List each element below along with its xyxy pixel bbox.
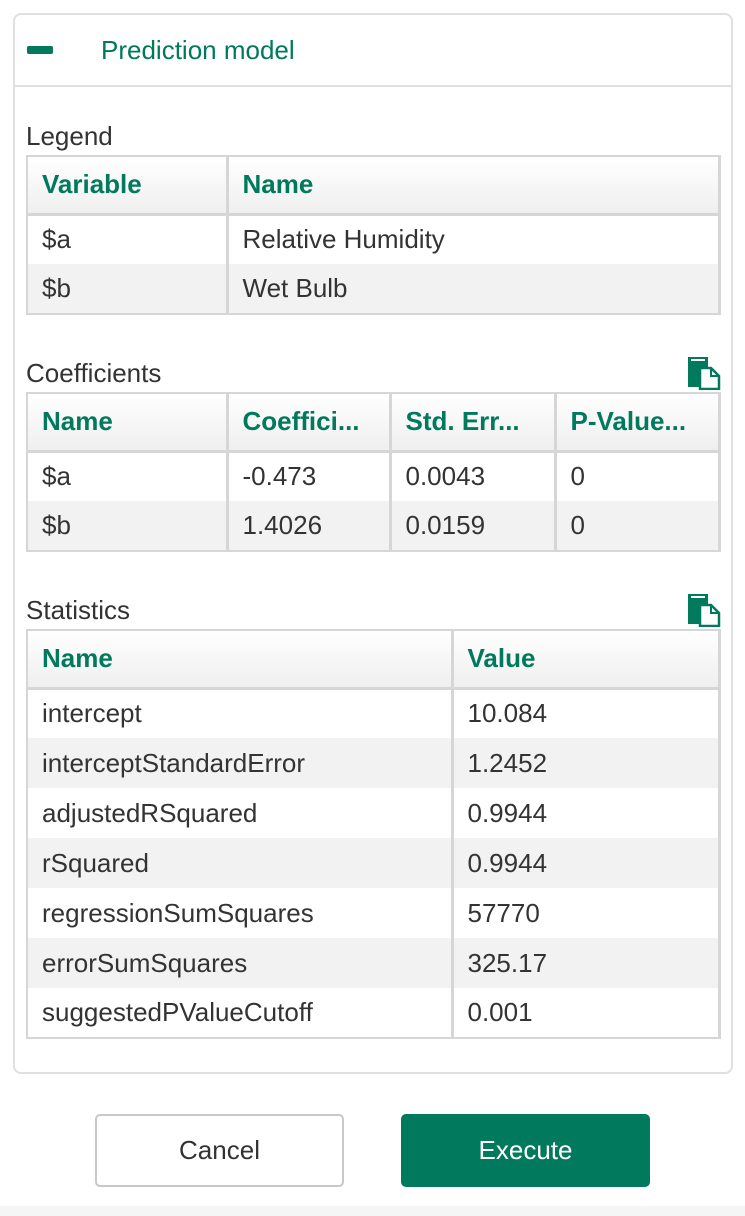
copy-icon[interactable] [687, 356, 721, 391]
prediction-model-panel: Prediction model Legend Variable Name $a R… [13, 13, 733, 1074]
table-cell: 1.2452 [452, 738, 721, 788]
coefficients-label: Coefficients [26, 357, 162, 388]
table-cell: 1.4026 [227, 501, 392, 551]
coefficients-table: Name Coeffici... Std. Err... P-Value... $a -… [26, 392, 721, 552]
legend-table: Variable Name $a Relative Humidity $b Wet Bu… [26, 155, 721, 315]
copy-icon[interactable] [687, 593, 721, 628]
column-header[interactable]: Name [27, 630, 454, 690]
cancel-button[interactable]: Cancel [95, 1114, 344, 1187]
table-cell: -0.473 [227, 451, 392, 501]
table-row[interactable]: regressionSumSquares 57770 [27, 888, 721, 938]
panel-header[interactable]: Prediction model [15, 15, 731, 87]
table-cell: 10.084 [452, 688, 721, 738]
table-row[interactable]: suggestedPValueCutoff 0.001 [27, 988, 721, 1038]
table-cell: $b [27, 501, 229, 551]
column-header[interactable]: P-Value... [555, 393, 721, 453]
table-cell: 0 [555, 451, 721, 501]
table-cell: errorSumSquares [27, 938, 454, 988]
table-cell: Relative Humidity [227, 214, 721, 264]
table-cell: 0 [555, 501, 721, 551]
table-row[interactable]: adjustedRSquared 0.9944 [27, 788, 721, 838]
table-cell: suggestedPValueCutoff [27, 988, 454, 1038]
coefficients-section: Coefficients Name Coeffici... Std. Err... P… [26, 354, 721, 552]
statistics-section: Statistics Name Value intercept 10.084 inte… [26, 591, 721, 1039]
table-cell: adjustedRSquared [27, 788, 454, 838]
table-cell: 0.9944 [452, 788, 721, 838]
column-header[interactable]: Coeffici... [227, 393, 392, 453]
table-cell: 0.9944 [452, 838, 721, 888]
table-row[interactable]: $b Wet Bulb [27, 264, 721, 314]
table-row[interactable]: $a -0.473 0.0043 0 [27, 451, 721, 501]
legend-section: Legend Variable Name $a Relative Humidity $… [26, 117, 721, 315]
table-cell: $b [27, 264, 229, 314]
table-cell: rSquared [27, 838, 454, 888]
table-cell: 0.0043 [390, 451, 557, 501]
table-row[interactable]: interceptStandardError 1.2452 [27, 738, 721, 788]
table-cell: $a [27, 451, 229, 501]
panel-title: Prediction model [101, 34, 295, 65]
legend-label: Legend [26, 120, 113, 151]
table-row[interactable]: $a Relative Humidity [27, 214, 721, 264]
table-cell: interceptStandardError [27, 738, 454, 788]
table-row[interactable]: intercept 10.084 [27, 688, 721, 738]
column-header[interactable]: Name [227, 156, 721, 216]
execute-button[interactable]: Execute [401, 1114, 650, 1187]
column-header[interactable]: Std. Err... [390, 393, 557, 453]
minus-icon[interactable] [27, 46, 53, 54]
table-cell: $a [27, 214, 229, 264]
column-header[interactable]: Name [27, 393, 229, 453]
table-row[interactable]: $b 1.4026 0.0159 0 [27, 501, 721, 551]
table-cell: 0.001 [452, 988, 721, 1038]
statistics-table: Name Value intercept 10.084 interceptStanda… [26, 629, 721, 1039]
footer-bar [0, 1206, 745, 1216]
table-cell: regressionSumSquares [27, 888, 454, 938]
column-header[interactable]: Value [452, 630, 721, 690]
table-row[interactable]: rSquared 0.9944 [27, 838, 721, 888]
table-cell: 0.0159 [390, 501, 557, 551]
table-cell: intercept [27, 688, 454, 738]
column-header[interactable]: Variable [27, 156, 229, 216]
table-cell: 57770 [452, 888, 721, 938]
table-cell: 325.17 [452, 938, 721, 988]
table-cell: Wet Bulb [227, 264, 721, 314]
statistics-label: Statistics [26, 594, 131, 625]
table-row[interactable]: errorSumSquares 325.17 [27, 938, 721, 988]
